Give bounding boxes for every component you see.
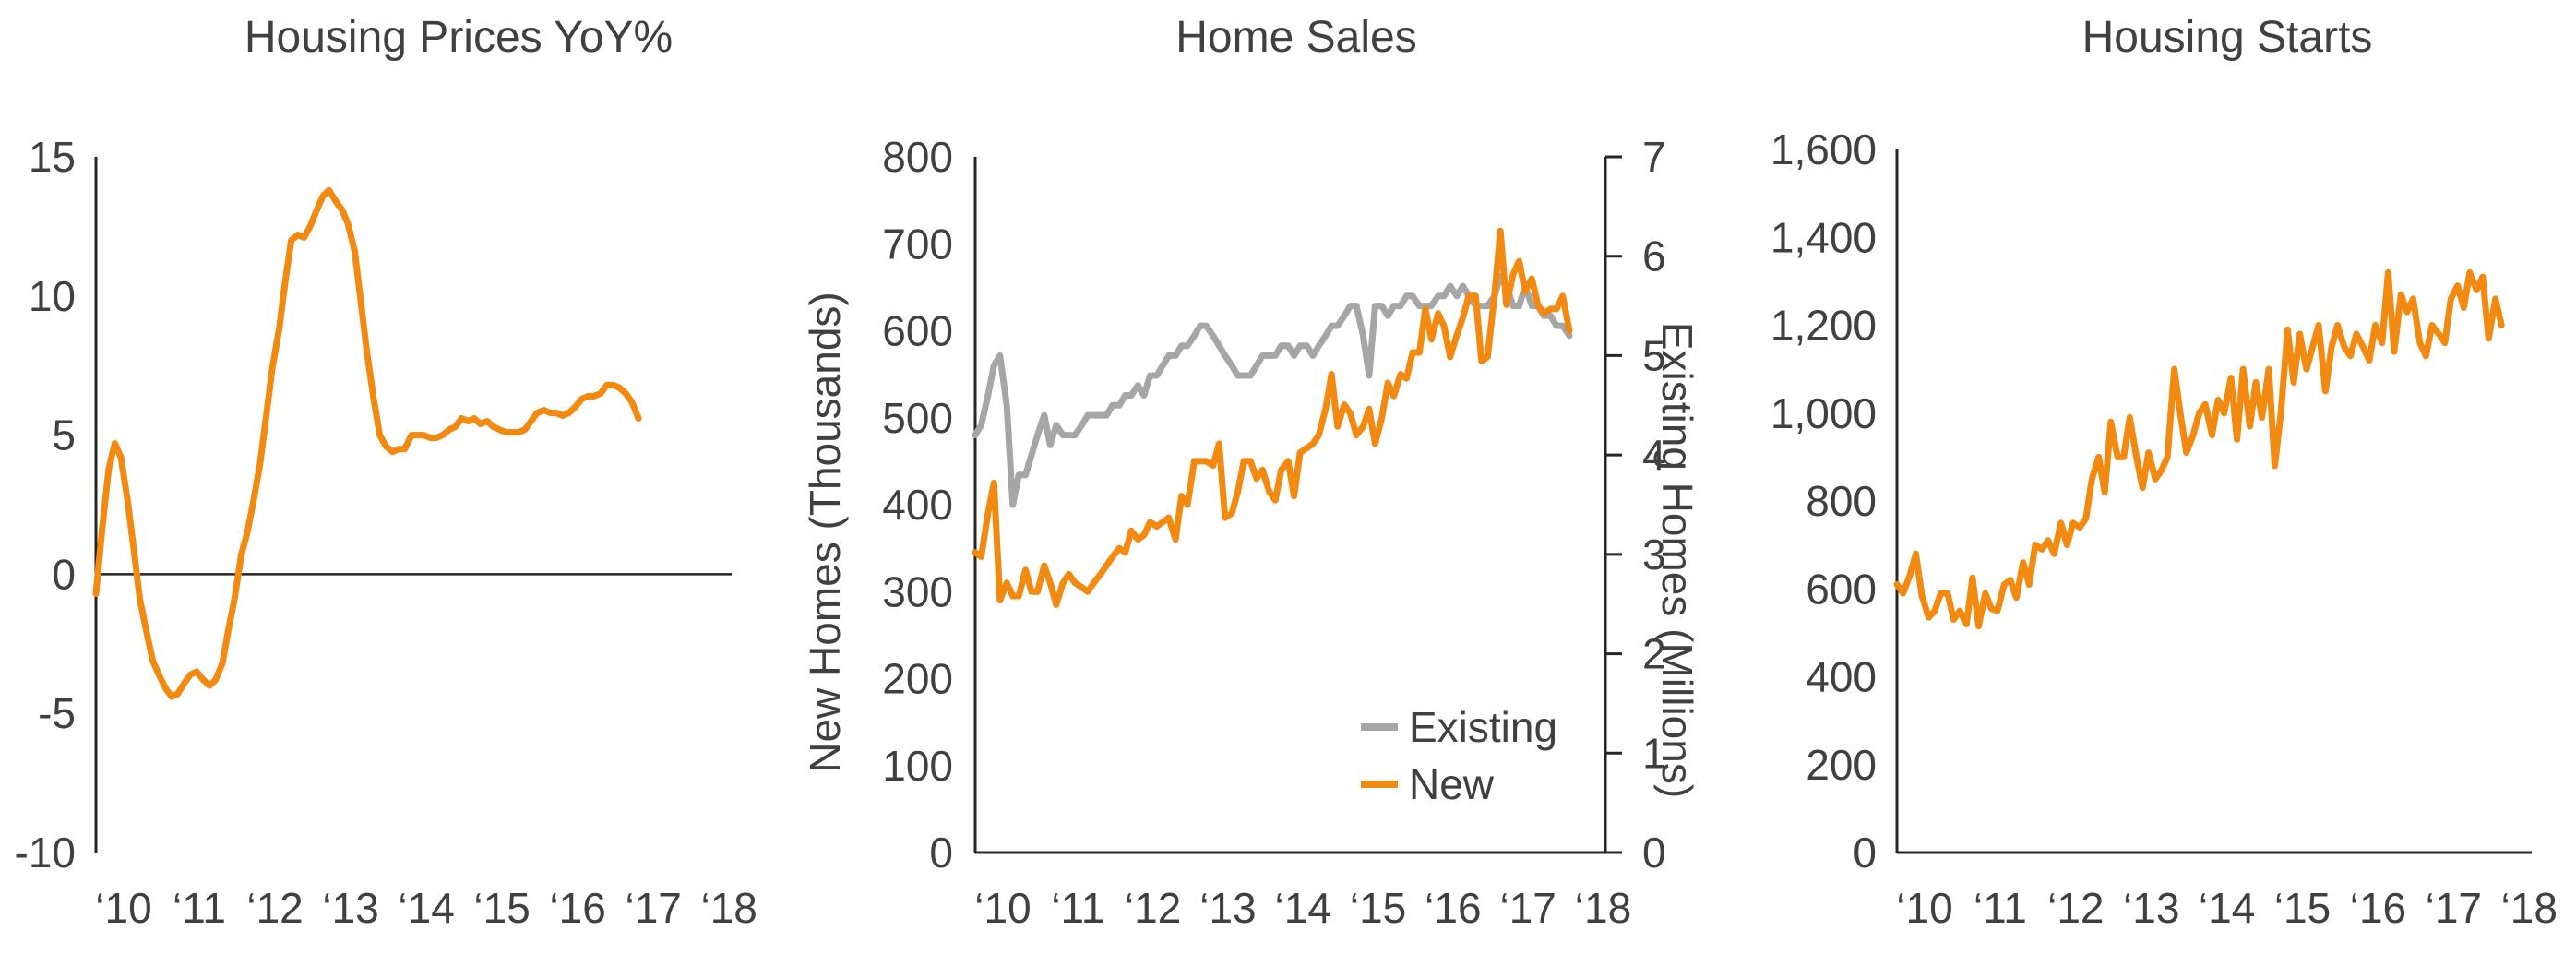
y-left-tick-label: 400: [882, 481, 953, 529]
legend-label-new: New: [1409, 760, 1495, 808]
y-left-tick-label: 300: [882, 567, 953, 615]
x-tick-label: ‘17: [625, 884, 681, 932]
y-tick-label: 10: [29, 272, 76, 320]
y-tick-label: 1,400: [1771, 213, 1877, 261]
y-tick-label: 1,600: [1771, 125, 1877, 173]
x-tick-label: ‘17: [2426, 884, 2482, 932]
x-tick-label: ‘16: [549, 884, 605, 932]
y-left-tick-label: 0: [929, 829, 953, 877]
x-tick-label: ‘12: [2047, 884, 2104, 932]
x-tick-label: ‘10: [1896, 884, 1952, 932]
y-left-tick-label: 200: [882, 655, 953, 703]
y-left-tick-label: 100: [882, 742, 953, 790]
y-right-tick-label: 4: [1642, 431, 1666, 479]
y-tick-label: 5: [52, 411, 76, 459]
x-tick-label: ‘13: [322, 884, 378, 932]
y-tick-label: 0: [1853, 829, 1877, 877]
x-tick-label: ‘18: [700, 884, 757, 932]
x-tick-label: ‘18: [1575, 884, 1631, 932]
y-tick-label: 0: [52, 550, 76, 598]
y-tick-label: -5: [38, 689, 76, 737]
x-tick-label: ‘13: [2123, 884, 2179, 932]
x-tick-label: ‘11: [1974, 884, 2027, 932]
y-right-tick-label: 7: [1642, 133, 1666, 181]
chart-title: Housing Starts: [2082, 13, 2373, 62]
chart-title: Housing Prices YoY%: [244, 13, 673, 62]
x-tick-label: ‘15: [2274, 884, 2331, 932]
chart-panel-2: Home Sales ‘10 ‘11 ‘12 ‘13 ‘14 ‘15 ‘16 ‘17 ‘18 800…: [801, 13, 1701, 932]
x-tick-label: ‘14: [1275, 884, 1331, 932]
x-tick-label: ‘13: [1199, 884, 1256, 932]
y-tick-label: 15: [29, 133, 76, 181]
y-tick-label: 200: [1806, 741, 1877, 789]
x-tick-label: ‘15: [1350, 884, 1406, 932]
series-line: [92, 186, 642, 700]
x-tick-label: ‘14: [398, 884, 454, 932]
y-tick-label: 600: [1806, 565, 1877, 613]
series-line-new: [972, 227, 1573, 608]
y-right-tick-label: 6: [1642, 233, 1666, 280]
chart-title: Home Sales: [1175, 13, 1416, 62]
x-tick-label: ‘18: [2501, 884, 2558, 932]
y-right-tick-label: 1: [1642, 729, 1666, 777]
y-left-tick-label: 800: [882, 133, 953, 181]
y-tick-label: 1,200: [1771, 302, 1877, 350]
y-left-tick-label: 600: [882, 307, 953, 355]
legend-label-existing: Existing: [1409, 703, 1557, 751]
y-tick-label: -10: [15, 829, 76, 877]
y-right-tick-label: 3: [1642, 531, 1666, 578]
x-tick-label: ‘17: [1499, 884, 1556, 932]
y-right-axis-title: Existing Homes (Millions): [1653, 322, 1701, 798]
x-tick-label: ‘16: [2350, 884, 2406, 932]
y-right-tick-label: 0: [1642, 829, 1666, 877]
series-line: [1893, 268, 2505, 630]
x-tick-label: ‘12: [1125, 884, 1181, 932]
chart-panel-1: Housing Prices YoY% ‘10 ‘11 ‘12 ‘13 ‘14 ‘15 ‘16…: [15, 13, 757, 932]
y-left-tick-label: 500: [882, 394, 953, 442]
y-right-tick-label: 2: [1642, 630, 1666, 678]
x-tick-label: ‘16: [1425, 884, 1481, 932]
y-left-axis-title: New Homes (Thousands): [801, 292, 849, 773]
x-tick-label: ‘12: [246, 884, 303, 932]
y-tick-label: 800: [1806, 477, 1877, 525]
x-tick-label: ‘10: [974, 884, 1031, 932]
y-tick-label: 1,000: [1771, 389, 1877, 437]
y-left-tick-label: 700: [882, 220, 953, 268]
x-tick-label: ‘11: [1051, 884, 1104, 932]
y-right-tick-label: 5: [1642, 331, 1666, 379]
x-tick-label: ‘11: [173, 884, 226, 932]
chart-panel-3: Housing Starts ‘10 ‘11 ‘12 ‘13 ‘14 ‘15 ‘16 ‘17 ‘1…: [1771, 13, 2558, 932]
series-line-existing: [972, 272, 1573, 508]
x-tick-label: ‘14: [2199, 884, 2255, 932]
y-tick-label: 400: [1806, 653, 1877, 701]
x-tick-label: ‘15: [473, 884, 530, 932]
x-tick-label: ‘10: [95, 884, 151, 932]
